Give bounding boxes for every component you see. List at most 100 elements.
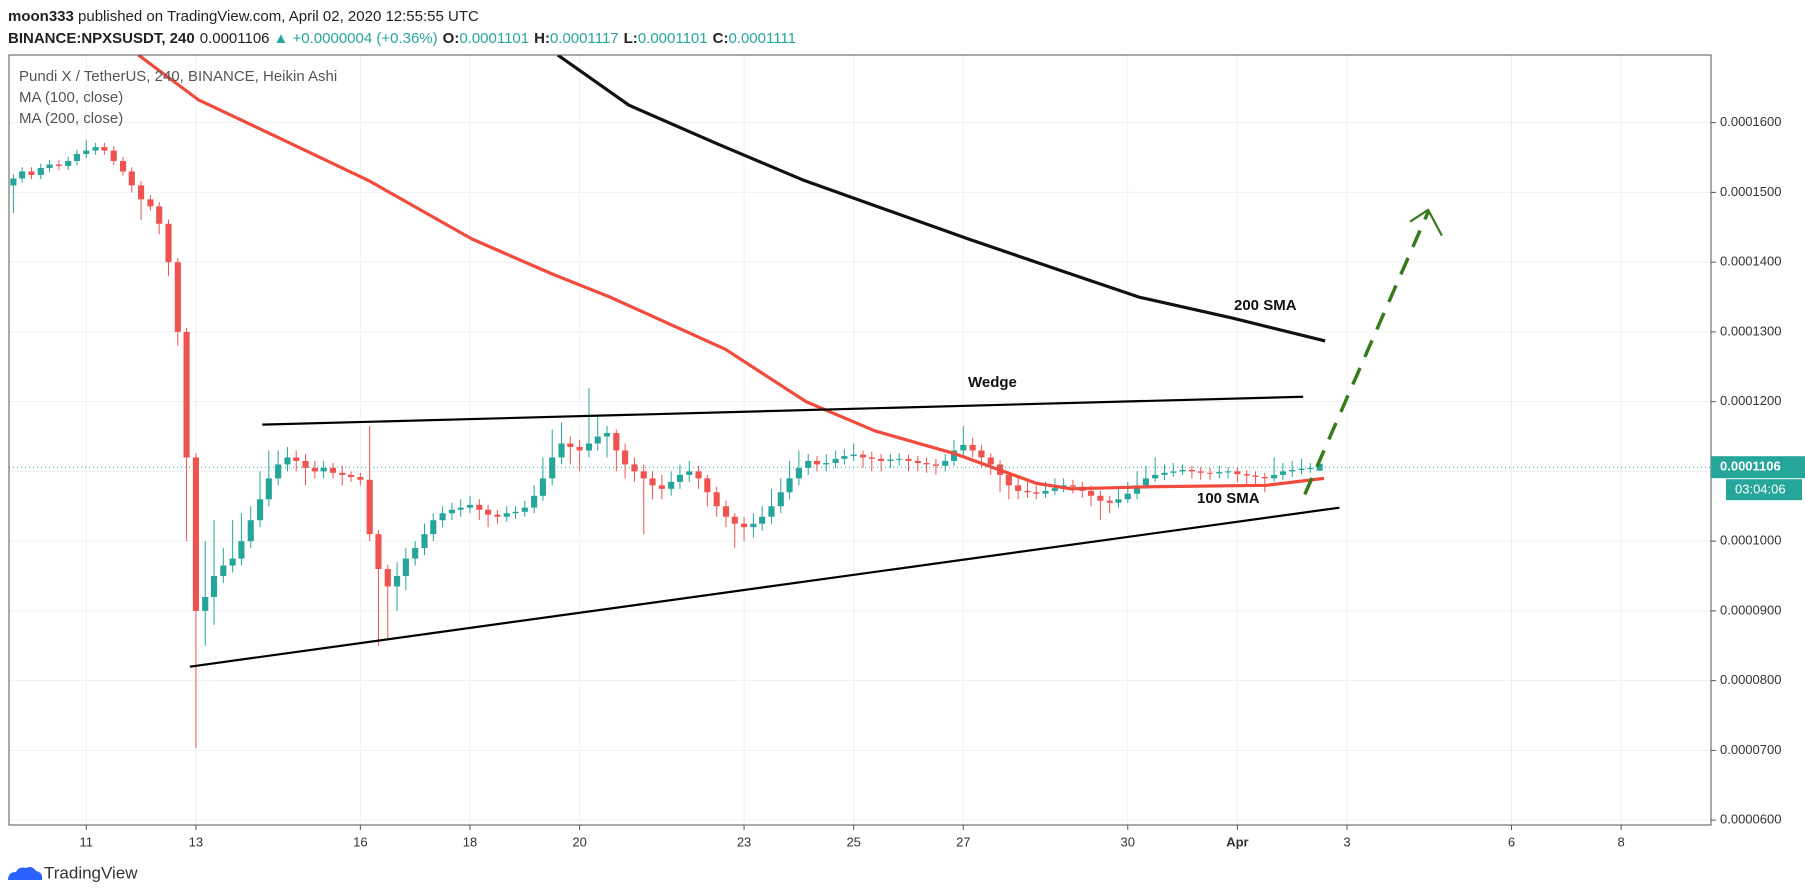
candle-body bbox=[1225, 471, 1232, 473]
y-tick-label: 0.0000600 bbox=[1720, 812, 1781, 827]
x-tick-label: 20 bbox=[572, 834, 586, 849]
candle-body bbox=[247, 520, 254, 542]
candle-body bbox=[887, 459, 894, 461]
candle-body bbox=[1234, 471, 1241, 475]
candle-body bbox=[960, 444, 967, 451]
candle-body bbox=[1115, 499, 1122, 503]
candle-body bbox=[750, 523, 757, 528]
candle-body bbox=[658, 485, 665, 489]
ohlc-label: C: bbox=[713, 30, 729, 47]
candle-body bbox=[1252, 475, 1259, 477]
candle-body bbox=[357, 476, 364, 480]
symbol: BINANCE:NPXSUSDT, 240 bbox=[8, 30, 195, 47]
candle-body bbox=[1033, 492, 1040, 494]
drawing-line bbox=[189, 506, 1340, 668]
candle-body bbox=[329, 467, 337, 473]
candle-body bbox=[466, 504, 474, 508]
moving-average-line bbox=[137, 55, 1325, 491]
candle-body bbox=[1179, 469, 1186, 472]
candle-body bbox=[339, 472, 346, 475]
candle-body bbox=[457, 507, 464, 510]
x-tick-label: 8 bbox=[1617, 834, 1624, 849]
candle-body bbox=[1069, 485, 1077, 487]
candle-body bbox=[10, 178, 17, 186]
candle-body bbox=[311, 467, 318, 472]
ohlc-value: 0.0001111 bbox=[728, 30, 796, 47]
candle-body bbox=[1216, 472, 1223, 474]
grid bbox=[9, 55, 1711, 825]
candle-body bbox=[512, 511, 519, 514]
candle-body bbox=[347, 474, 355, 477]
countdown-box bbox=[1726, 479, 1802, 501]
x-tick-label: 23 bbox=[737, 834, 751, 849]
candle-body bbox=[768, 506, 775, 517]
candle-body bbox=[430, 520, 437, 535]
x-tick-label: 25 bbox=[846, 834, 860, 849]
candle-body bbox=[668, 481, 675, 489]
candle-body bbox=[101, 147, 108, 151]
ohlc-label: L: bbox=[624, 30, 638, 47]
candle-body bbox=[73, 154, 81, 162]
ohlc-value: 0.0001101 bbox=[459, 30, 529, 47]
y-tick-label: 0.0001600 bbox=[1720, 114, 1781, 129]
x-tick-label: 11 bbox=[80, 834, 94, 849]
candle-body bbox=[613, 433, 620, 451]
candle-body bbox=[165, 223, 172, 263]
candle-body bbox=[531, 495, 538, 508]
countdown-label: 03:04:06 bbox=[1735, 482, 1786, 497]
plot bbox=[9, 55, 1711, 749]
candle-body bbox=[631, 464, 638, 472]
candle-body bbox=[905, 458, 912, 461]
candle-body bbox=[1170, 471, 1177, 473]
candle-body bbox=[210, 576, 218, 597]
candle-body bbox=[485, 509, 492, 515]
change: ▲ +0.0000004 (+0.36%) bbox=[274, 30, 438, 47]
drawing-line bbox=[262, 395, 1304, 426]
drawing-line bbox=[1409, 208, 1443, 237]
x-tick-label: Apr bbox=[1226, 834, 1248, 849]
logo: TradingView bbox=[8, 863, 138, 882]
candle-body bbox=[503, 513, 510, 517]
candle-body bbox=[1316, 463, 1323, 471]
candle-body bbox=[402, 558, 409, 577]
last-price-box bbox=[1711, 456, 1805, 479]
candle-body bbox=[238, 541, 245, 559]
candle-body bbox=[394, 576, 401, 587]
candle-body bbox=[448, 509, 455, 514]
candle-body bbox=[55, 164, 62, 166]
candle-body bbox=[476, 504, 483, 510]
candle-body bbox=[539, 478, 546, 496]
x-tick-label: 13 bbox=[189, 834, 203, 849]
candle-body bbox=[119, 161, 127, 172]
candle-body bbox=[786, 478, 793, 493]
candle-body bbox=[46, 164, 53, 168]
candle-body bbox=[969, 444, 976, 451]
author: moon333 bbox=[8, 8, 74, 25]
candle-body bbox=[731, 516, 738, 524]
legend-item: Pundi X / TetherUS, 240, BINANCE, Heikin… bbox=[19, 68, 337, 85]
candle-body bbox=[220, 565, 227, 577]
candle-body bbox=[1134, 485, 1141, 494]
header-line-2: BINANCE:NPXSUSDT, 240 0.0001106 ▲ +0.00000… bbox=[8, 30, 796, 47]
candle-body bbox=[1042, 490, 1049, 494]
candle-body bbox=[676, 474, 684, 482]
candle-body bbox=[284, 457, 291, 465]
candle-body bbox=[1051, 488, 1058, 491]
candle-body bbox=[841, 456, 848, 459]
published: published on TradingView.com, April 02, … bbox=[74, 8, 479, 25]
x-tick-label: 27 bbox=[956, 834, 970, 849]
candle-body bbox=[293, 457, 300, 461]
candle-body bbox=[1188, 469, 1195, 472]
candle-body bbox=[1261, 476, 1268, 479]
last-price-label: 0.0001106 bbox=[1720, 459, 1781, 474]
candle-body bbox=[147, 199, 154, 207]
x-tick-label: 30 bbox=[1121, 834, 1135, 849]
candle-body bbox=[366, 479, 373, 535]
candle-body bbox=[92, 147, 99, 151]
candle-body bbox=[923, 463, 930, 465]
header-line-1: moon333 published on TradingView.com, Ap… bbox=[8, 8, 479, 25]
candle-body bbox=[1015, 485, 1022, 491]
candle-body bbox=[914, 460, 921, 464]
candle-body bbox=[704, 478, 711, 493]
